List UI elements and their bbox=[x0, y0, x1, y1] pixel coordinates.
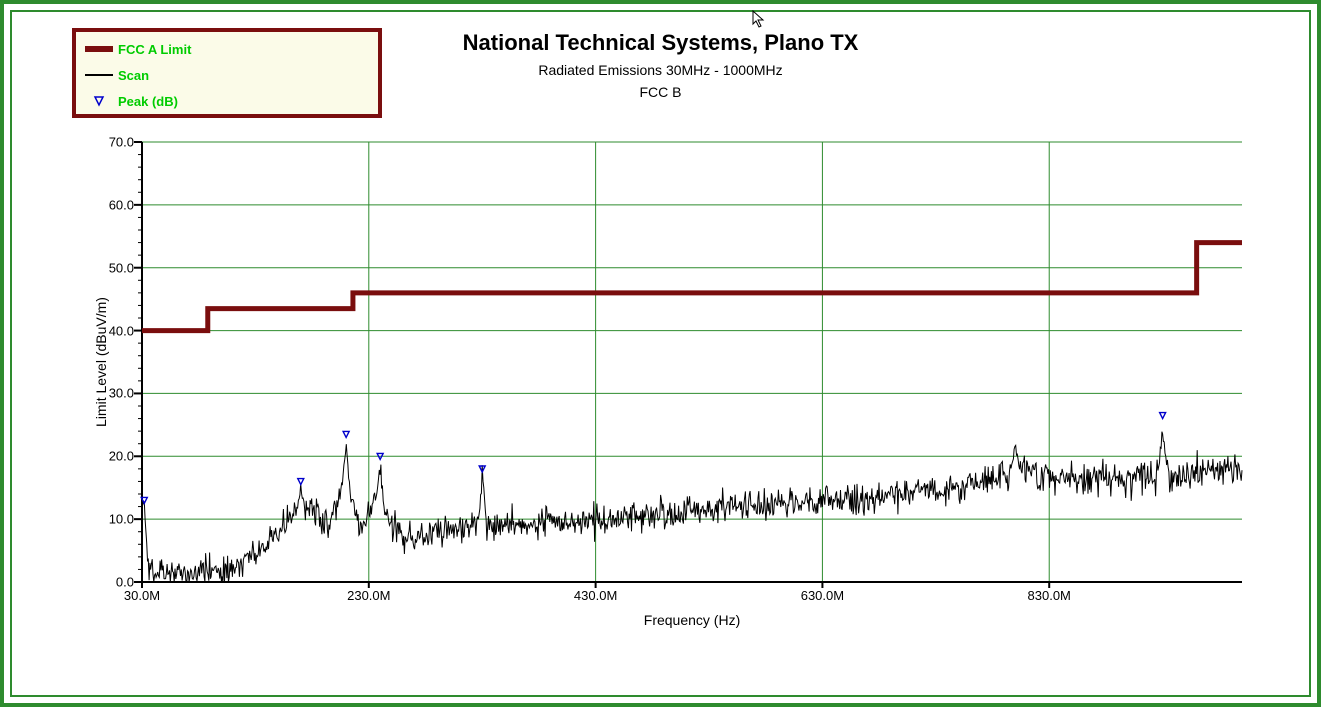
chart-area: Limit Level (dBuV/m) Frequency (Hz) 0.01… bbox=[142, 142, 1242, 582]
limit-line bbox=[142, 243, 1242, 331]
peak-marker-icon bbox=[1160, 413, 1166, 419]
y-tick-label: 70.0 bbox=[109, 135, 134, 150]
legend-label: FCC A Limit bbox=[118, 42, 191, 57]
x-tick-label: 230.0M bbox=[347, 588, 390, 603]
chart-svg bbox=[142, 142, 1242, 582]
legend-item: Peak (dB) bbox=[84, 88, 370, 114]
outer-frame: National Technical Systems, Plano TX Rad… bbox=[0, 0, 1321, 707]
inner-frame: National Technical Systems, Plano TX Rad… bbox=[10, 10, 1311, 697]
y-tick-label: 40.0 bbox=[109, 323, 134, 338]
x-axis-label: Frequency (Hz) bbox=[644, 612, 740, 628]
legend-item: Scan bbox=[84, 62, 370, 88]
peak-marker-icon bbox=[298, 479, 304, 485]
legend-label: Scan bbox=[118, 68, 149, 83]
legend-label: Peak (dB) bbox=[118, 94, 178, 109]
y-tick-label: 50.0 bbox=[109, 260, 134, 275]
legend-swatch bbox=[84, 44, 114, 54]
legend: FCC A Limit Scan Peak (dB) bbox=[72, 28, 382, 118]
peak-marker-icon bbox=[343, 431, 349, 437]
y-tick-label: 10.0 bbox=[109, 512, 134, 527]
y-tick-label: 60.0 bbox=[109, 197, 134, 212]
scan-line bbox=[142, 432, 1242, 582]
y-axis-label: Limit Level (dBuV/m) bbox=[93, 297, 109, 427]
y-tick-label: 30.0 bbox=[109, 386, 134, 401]
legend-swatch bbox=[84, 70, 114, 80]
legend-item: FCC A Limit bbox=[84, 36, 370, 62]
legend-swatch bbox=[84, 95, 114, 107]
y-tick-label: 20.0 bbox=[109, 449, 134, 464]
x-tick-label: 430.0M bbox=[574, 588, 617, 603]
x-tick-label: 630.0M bbox=[801, 588, 844, 603]
x-tick-label: 30.0M bbox=[124, 588, 160, 603]
x-tick-label: 830.0M bbox=[1028, 588, 1071, 603]
